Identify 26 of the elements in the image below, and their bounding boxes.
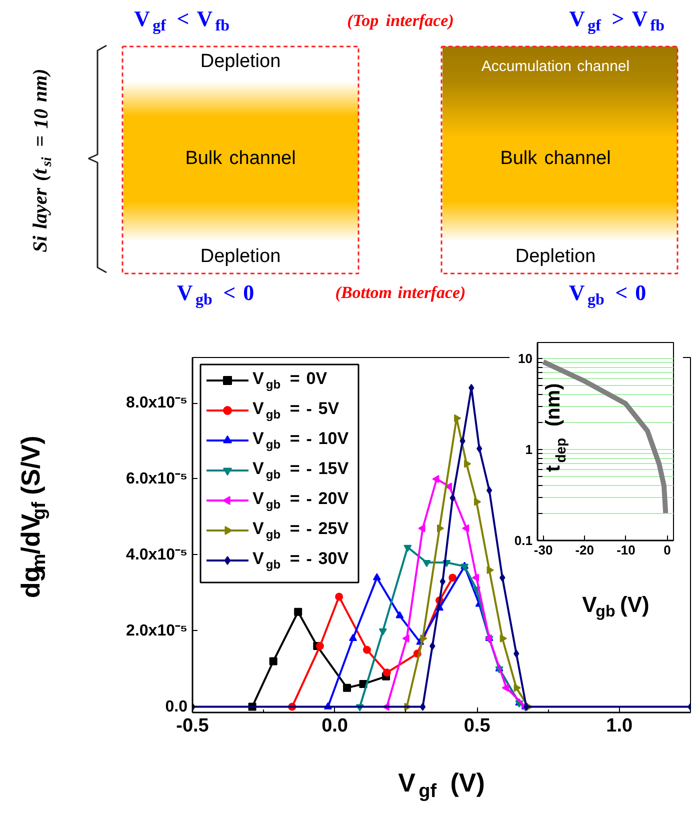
text: Accumulation channel <box>481 58 630 75</box>
text: Si layer (tsi = 10 nm) <box>30 68 55 252</box>
x-tick-label: -0.5 <box>176 716 210 736</box>
text: Depletion <box>515 246 596 267</box>
text: Bulk channel <box>185 148 296 169</box>
x-tick-label: -10 <box>616 542 636 558</box>
x-tick-label: -20 <box>575 542 594 558</box>
y-tick-label: 0.0 <box>165 698 188 716</box>
text: Depletion <box>200 51 281 72</box>
x-tick-label: 1.0 <box>606 716 633 736</box>
y-tick-label: 6.0x10⁻⁵ <box>126 470 188 488</box>
x-tick-label: -30 <box>534 542 553 558</box>
text: (Bottom interface) <box>335 283 466 302</box>
y-tick-label: 4.0x10⁻⁵ <box>126 546 188 564</box>
text: (Top interface) <box>347 11 454 30</box>
y-axis-title: tdep (nm) <box>542 383 568 472</box>
y-tick-label: 8.0x10⁻⁵ <box>126 394 188 412</box>
x-tick-label: 0.0 <box>322 716 348 736</box>
text: Bulk channel <box>500 148 611 169</box>
text: Depletion <box>200 246 281 267</box>
x-tick-label: 0.5 <box>464 716 491 736</box>
y-tick-label: 10 <box>518 351 533 366</box>
y-tick-label: 0.1 <box>514 533 533 548</box>
x-tick-label: 0 <box>664 542 671 558</box>
y-tick-label: 1 <box>525 442 533 458</box>
y-tick-label: 2.0x10⁻⁵ <box>126 622 188 640</box>
